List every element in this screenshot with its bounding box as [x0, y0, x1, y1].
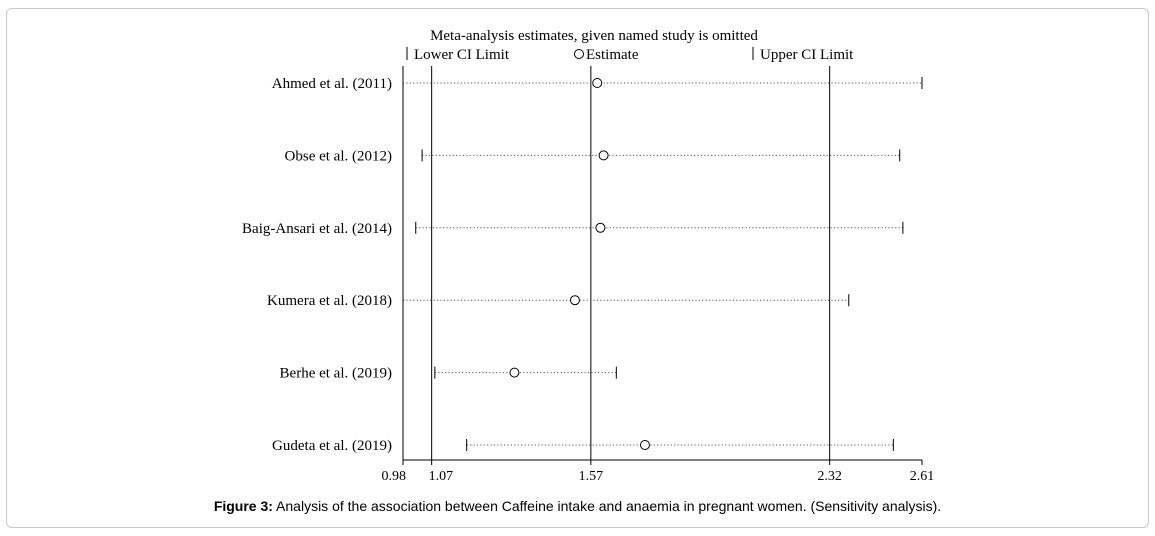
figure-caption: Figure 3: Analysis of the association be… [0, 498, 1155, 514]
x-tick-label: 0.98 [382, 469, 407, 484]
estimate-marker [509, 367, 520, 378]
figure-frame [6, 8, 1149, 528]
caption-label: Figure 3: [213, 498, 273, 514]
legend-estimate-marker [574, 49, 584, 59]
study-label: Berhe et al. (2019) [280, 366, 392, 382]
estimate-marker [595, 222, 606, 233]
legend-lower-label: Lower CI Limit [414, 47, 510, 63]
plot-area: 0.98 1.07 1.57 2.32 2.61 Ahmed et al. (2011) O… [242, 66, 934, 484]
study-label: Gudeta et al. (2019) [272, 438, 392, 454]
estimate-marker [592, 78, 603, 88]
estimate-marker [639, 440, 650, 450]
chart-title: Meta-analysis estimates, given named stu… [430, 28, 758, 44]
x-tick-label: 1.57 [579, 469, 604, 484]
study-label: Kumera et al. (2018) [267, 293, 392, 309]
study-label: Obse et al. (2012) [285, 148, 392, 164]
legend: Lower CI Limit Estimate Upper CI Limit [406, 47, 854, 63]
estimate-marker [598, 150, 609, 161]
x-tick-label: 2.61 [910, 469, 935, 484]
x-tick-label: 2.32 [817, 469, 842, 484]
study-label: Baig-Ansari et al. (2014) [242, 221, 392, 237]
study-label: Ahmed et al. (2011) [272, 76, 392, 92]
legend-estimate-label: Estimate [586, 47, 639, 63]
estimate-marker [569, 295, 580, 306]
caption-text: Analysis of the association between Caff… [272, 498, 942, 514]
legend-upper-label: Upper CI Limit [760, 47, 854, 63]
x-tick-label: 1.07 [429, 469, 454, 484]
